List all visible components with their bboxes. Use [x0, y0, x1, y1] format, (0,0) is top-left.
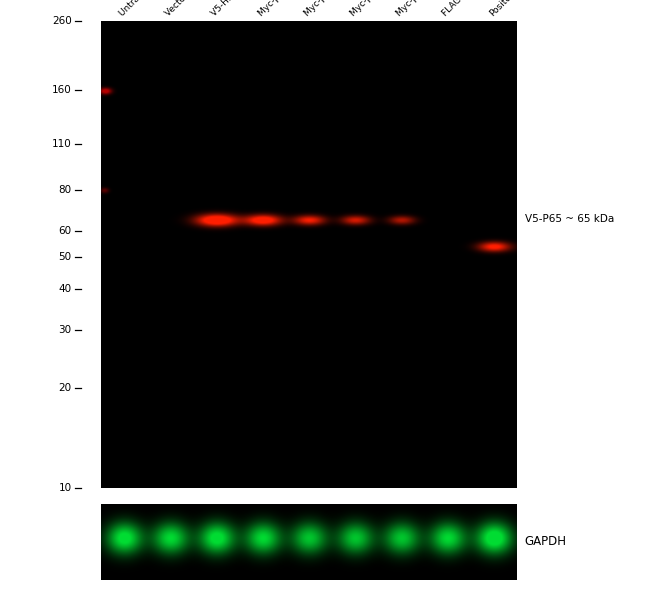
Text: FLAG-P65-HA (50ug): FLAG-P65-HA (50ug)	[441, 0, 513, 18]
Text: 160: 160	[52, 85, 72, 95]
Text: V5-H3-His (50ug): V5-H3-His (50ug)	[210, 0, 271, 18]
Text: Positope: Positope	[488, 0, 521, 18]
Text: Myc-p65-V5 (25ug): Myc-p65-V5 (25ug)	[302, 0, 370, 18]
Text: 50: 50	[58, 252, 72, 262]
Text: 20: 20	[58, 383, 72, 393]
Text: 60: 60	[58, 226, 72, 236]
Text: 110: 110	[52, 139, 72, 149]
Text: Vector alone (50ug): Vector alone (50ug)	[164, 0, 233, 18]
Text: Myc-p65-V5 (12.5ug): Myc-p65-V5 (12.5ug)	[348, 0, 422, 18]
Text: Untransfected (50ug): Untransfected (50ug)	[118, 0, 192, 18]
Text: V5-P65 ~ 65 kDa: V5-P65 ~ 65 kDa	[525, 215, 614, 225]
Text: Myc-p65-V5 (6.25ug): Myc-p65-V5 (6.25ug)	[395, 0, 468, 18]
Text: 30: 30	[58, 325, 72, 335]
Text: 40: 40	[58, 284, 72, 294]
Text: Myc-p65-V5 (50ug): Myc-p65-V5 (50ug)	[256, 0, 324, 18]
Text: 80: 80	[58, 184, 72, 194]
Text: GAPDH: GAPDH	[525, 535, 567, 548]
Text: 10: 10	[58, 483, 72, 492]
Text: 260: 260	[52, 16, 72, 25]
